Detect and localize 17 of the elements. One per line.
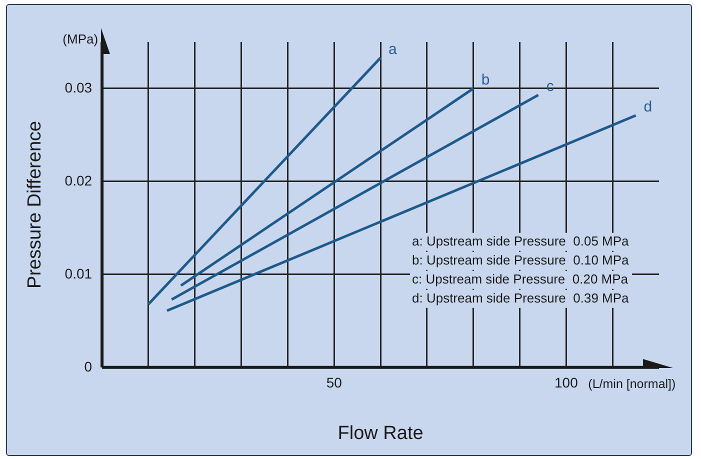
y-tick-label: 0.01	[64, 265, 92, 282]
annotation: c: Upstream side Pressure 0.20 MPa	[412, 271, 629, 286]
y-tick-label: 0.03	[64, 79, 92, 96]
annotation: b: Upstream side Pressure 0.10 MPa	[412, 252, 630, 268]
y-tick-label: 0.02	[64, 172, 92, 188]
annotation: d: Upstream side Pressure 0.39 MPa	[412, 290, 630, 306]
series-label: d	[644, 98, 652, 116]
x-tick-label: 50	[326, 374, 342, 391]
y-tick-label: 0	[84, 358, 92, 374]
series-label: b	[481, 72, 490, 89]
annotation: a: Upstream side Pressure 0.05 MPa	[412, 233, 630, 248]
y-axis-title: Pressure Difference	[24, 120, 46, 288]
series-label: a	[388, 40, 398, 58]
x-axis-title: Flow Rate	[338, 422, 424, 444]
text: (MPa)	[62, 32, 98, 47]
text: (L/min [normal])	[588, 376, 676, 391]
x-tick-label: 100	[554, 374, 578, 391]
